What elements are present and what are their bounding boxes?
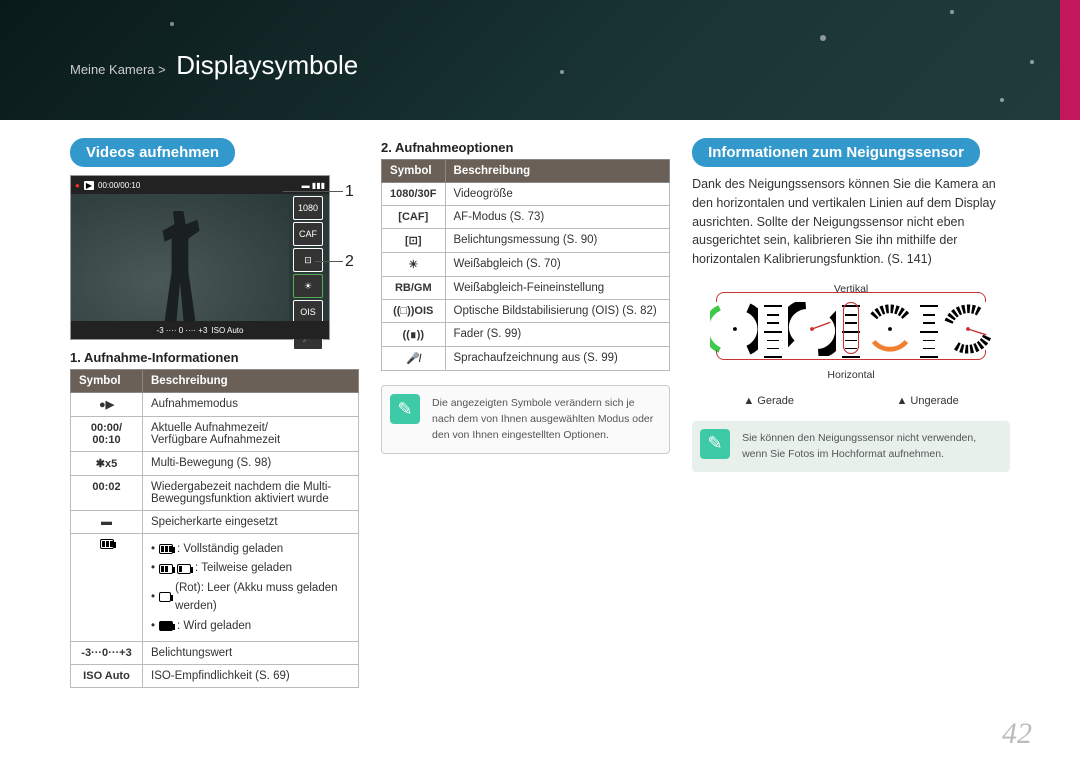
callout-2: 2 <box>345 253 354 270</box>
callout-1: 1 <box>345 183 354 200</box>
column-2: 2. Aufnahmeoptionen Symbol Beschreibung … <box>381 138 670 755</box>
tilt-description: Dank des Neigungssensors können Sie die … <box>692 175 1010 269</box>
sidebar-af-icon: CAF <box>293 222 323 246</box>
header-accent-stripe <box>1060 0 1080 120</box>
note-tilt-portrait: ✎ Sie können den Neigungssensor nicht ve… <box>692 421 1010 473</box>
note-pen-icon: ✎ <box>700 429 730 459</box>
sidebar-meter-icon: ⊡ <box>293 248 323 272</box>
section-1-title: 1. Aufnahme-Informationen <box>70 350 359 365</box>
page-number: 42 <box>1002 717 1032 751</box>
section-pill-tilt: Informationen zum Neigungssensor <box>692 138 980 167</box>
sidebar-wb-icon: ☀ <box>293 274 323 298</box>
column-1: Videos aufnehmen ●▶ 00:00/00:10 ▬ ▮▮▮ ✱x… <box>70 138 359 755</box>
section-pill-videos: Videos aufnehmen <box>70 138 235 167</box>
dial-h-uneven <box>944 302 992 356</box>
legend-straight: Gerade <box>743 395 794 407</box>
note-symbols: ✎ Die angezeigten Symbole verändern sich… <box>381 385 670 454</box>
tilt-sensor-diagram: Vertikal Horizontal Gerade Ungerade <box>692 283 1010 407</box>
th-symbol: Symbol <box>382 160 445 183</box>
th-symbol: Symbol <box>71 370 143 393</box>
sidebar-videosize-icon: 1080 <box>293 196 323 220</box>
note-text: Die angezeigten Symbole verändern sich j… <box>432 397 653 441</box>
note-text: Sie können den Neigungssensor nicht verw… <box>742 432 976 460</box>
label-horizontal: Horizontal <box>692 369 1010 381</box>
iso-label: ISO Auto <box>211 326 243 335</box>
column-3: Informationen zum Neigungssensor Dank de… <box>692 138 1010 755</box>
legend-uneven: Ungerade <box>896 395 958 407</box>
table-recording-options: Symbol Beschreibung 1080/30FVideogröße[C… <box>381 159 670 371</box>
dial-v-uneven <box>788 302 836 356</box>
dial-h-straight <box>866 302 914 356</box>
page-title: Displaysymbole <box>176 50 358 80</box>
silhouette-icon <box>145 211 215 321</box>
page-header: Meine Kamera > Displaysymbole <box>70 50 1040 90</box>
th-desc: Beschreibung <box>445 160 670 183</box>
camera-screenshot: ●▶ 00:00/00:10 ▬ ▮▮▮ ✱x5 00:02 1080 CAF … <box>70 175 330 340</box>
dial-v-straight <box>710 302 758 356</box>
th-desc: Beschreibung <box>143 370 359 393</box>
rec-time: 00:00/00:10 <box>98 181 140 190</box>
section-2-title: 2. Aufnahmeoptionen <box>381 140 670 155</box>
table-recording-info: Symbol Beschreibung ●▶Aufnahmemodus00:00… <box>70 369 359 688</box>
page-content: Videos aufnehmen ●▶ 00:00/00:10 ▬ ▮▮▮ ✱x… <box>0 120 1080 765</box>
breadcrumb: Meine Kamera > <box>70 62 166 77</box>
note-pen-icon: ✎ <box>390 394 420 424</box>
